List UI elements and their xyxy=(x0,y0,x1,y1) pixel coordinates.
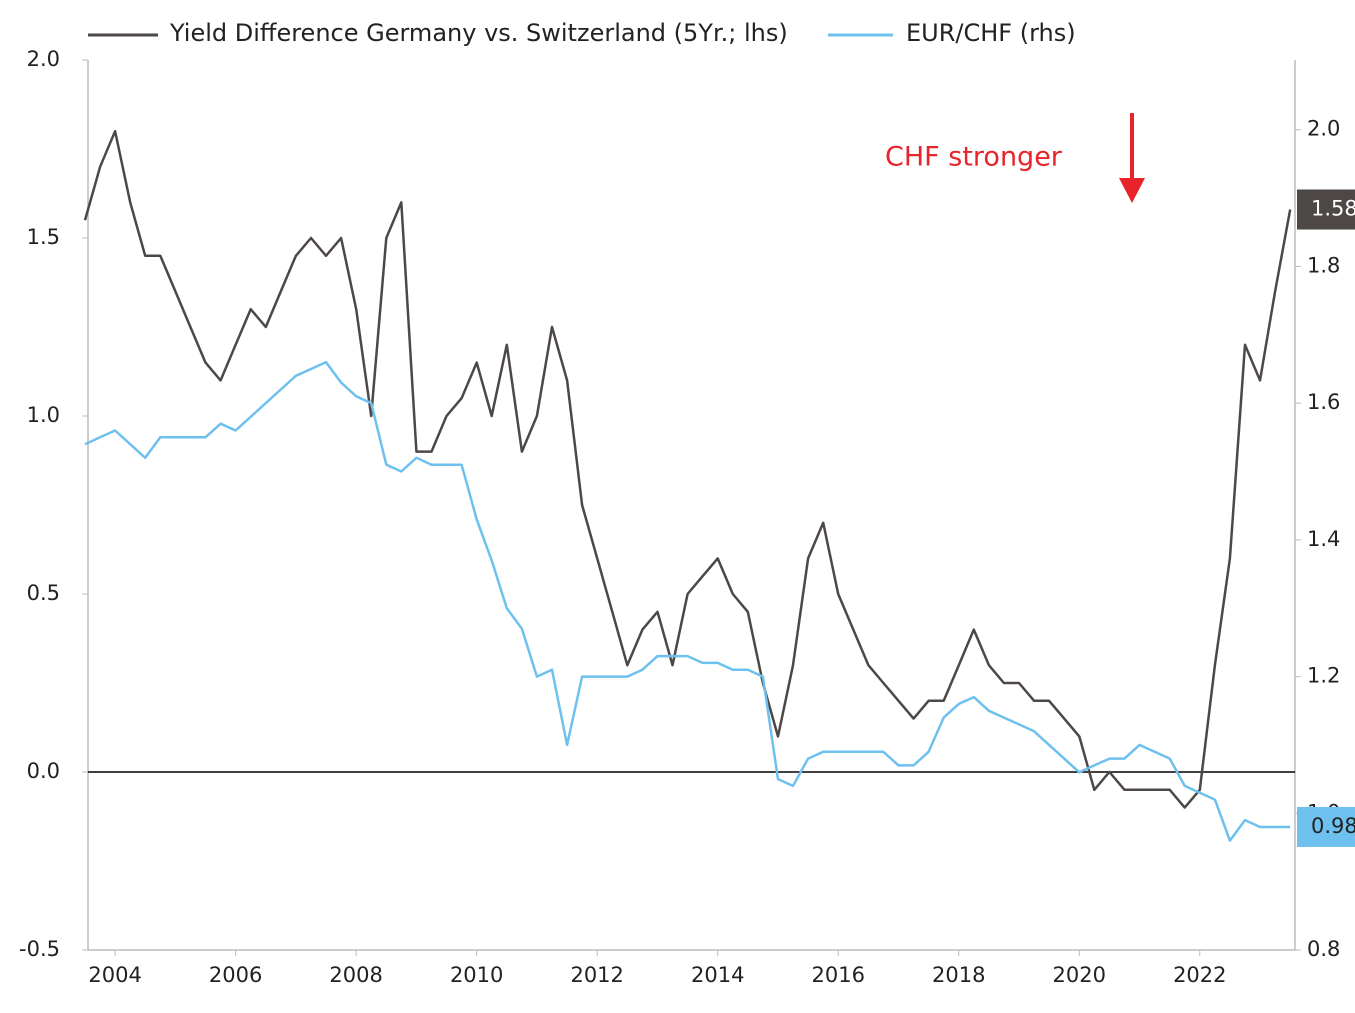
y-tick-label: 0.0 xyxy=(27,759,60,783)
x-tick-label: 2022 xyxy=(1173,963,1226,987)
x-tick-label: 2008 xyxy=(329,963,382,987)
x-tick-label: 2018 xyxy=(932,963,985,987)
y2-tick-label: 1.6 xyxy=(1307,390,1340,414)
end-label: 0.98 xyxy=(1311,814,1355,838)
y2-tick-label: 2.0 xyxy=(1307,117,1340,141)
y2-tick-label: 1.8 xyxy=(1307,253,1340,277)
y2-tick-label: 1.4 xyxy=(1307,527,1340,551)
y-tick-label: 0.5 xyxy=(27,581,60,605)
y-tick-label: 2.0 xyxy=(27,47,60,71)
y-tick-label: -0.5 xyxy=(19,937,60,961)
x-tick-label: 2020 xyxy=(1053,963,1106,987)
y-tick-label: 1.0 xyxy=(27,403,60,427)
end-label-box xyxy=(1297,189,1355,230)
end-label-box xyxy=(1297,806,1355,847)
y-tick-label: 1.5 xyxy=(27,225,60,249)
x-tick-label: 2006 xyxy=(209,963,262,987)
annotation: CHF stronger xyxy=(885,142,1063,173)
x-tick-label: 2012 xyxy=(570,963,623,987)
x-tick-label: 2016 xyxy=(812,963,865,987)
arrow-head xyxy=(1119,178,1145,203)
y2-tick-label: 1.2 xyxy=(1307,664,1340,688)
x-tick-label: 2014 xyxy=(691,963,744,987)
y2-tick-label: 0.8 xyxy=(1307,937,1340,961)
series-line xyxy=(84,360,1291,842)
series-line xyxy=(83,129,1292,809)
end-label: 1.58 xyxy=(1311,197,1355,221)
legend-label: EUR/CHF (rhs) xyxy=(906,19,1076,47)
legend-label: Yield Difference Germany vs. Switzerland… xyxy=(169,19,788,47)
x-tick-label: 2004 xyxy=(88,963,141,987)
x-tick-label: 2010 xyxy=(450,963,503,987)
